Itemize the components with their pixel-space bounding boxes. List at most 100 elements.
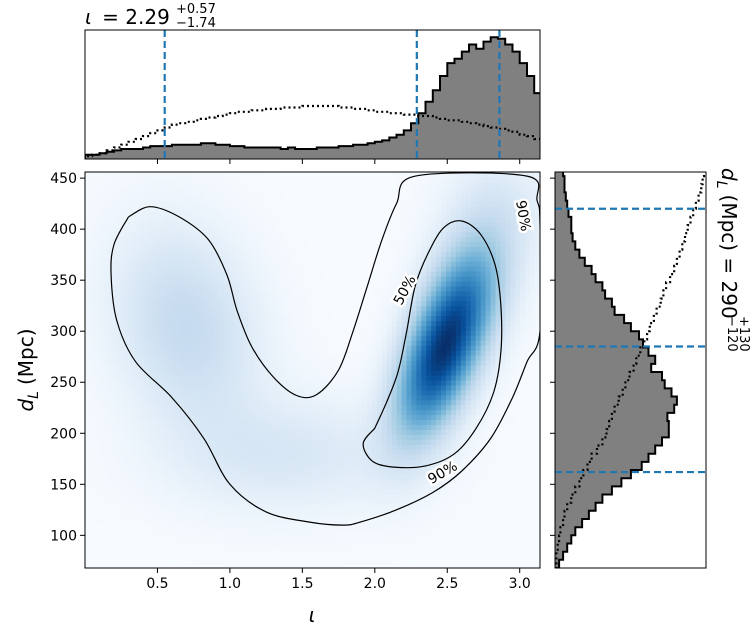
density-cell <box>332 434 338 440</box>
density-cell <box>332 226 338 232</box>
density-cell <box>114 429 121 435</box>
density-cell <box>129 508 136 515</box>
density-cell <box>109 513 116 520</box>
density-cell <box>218 350 225 356</box>
density-cell <box>386 508 393 515</box>
density-cell <box>337 271 343 277</box>
density-cell <box>154 399 160 406</box>
density-cell <box>109 379 116 386</box>
density-cell <box>154 315 160 322</box>
density-cell <box>243 350 249 356</box>
density-cell <box>134 394 141 401</box>
density-cell <box>292 285 299 292</box>
density-cell <box>376 295 383 302</box>
density-cell <box>203 370 210 376</box>
density-cell <box>218 543 225 549</box>
density-cell <box>277 553 284 559</box>
density-cell <box>272 370 279 376</box>
density-cell <box>134 439 141 445</box>
density-cell <box>238 419 244 426</box>
density-cell <box>193 216 200 223</box>
density-cell <box>263 538 269 544</box>
density-cell <box>352 191 358 198</box>
density-cell <box>297 434 304 440</box>
density-cell <box>307 181 314 188</box>
density-cell <box>198 548 205 554</box>
density-cell <box>109 409 116 416</box>
density-cell <box>277 285 284 292</box>
density-cell <box>287 384 294 391</box>
density-cell <box>357 206 363 213</box>
density-cell <box>89 548 96 554</box>
density-cell <box>85 404 91 411</box>
density-cell <box>312 221 319 228</box>
density-cell <box>307 350 314 356</box>
density-cell <box>203 419 210 426</box>
density-cell <box>203 513 210 520</box>
density-cell <box>342 315 348 322</box>
density-cell <box>357 216 363 223</box>
density-cell <box>272 439 279 445</box>
density-cell <box>327 469 333 475</box>
density-cell <box>327 370 333 376</box>
density-cell <box>149 345 155 351</box>
density-cell <box>312 325 319 331</box>
density-cell <box>99 409 106 416</box>
density-cell <box>302 409 309 416</box>
density-cell <box>307 488 314 495</box>
density-cell <box>109 280 116 287</box>
density-cell <box>366 241 373 247</box>
density-cell <box>307 528 314 534</box>
density-cell <box>124 196 131 203</box>
density-cell <box>381 394 388 401</box>
density-cell <box>193 553 200 559</box>
density-cell <box>119 325 126 331</box>
density-cell <box>104 285 111 292</box>
density-cell <box>263 350 269 356</box>
density-cell <box>124 251 131 257</box>
density-cell <box>124 498 131 505</box>
density-cell <box>149 201 155 208</box>
density-cell <box>357 419 363 426</box>
density-cell <box>337 355 343 361</box>
density-cell <box>357 251 363 257</box>
density-cell <box>327 335 333 341</box>
density-cell <box>223 389 230 396</box>
joint-density-plot: 90%50%90% 0.5 1.0 1.5 2.0 2.5 3.0100150200250… <box>50 171 541 592</box>
density-cell <box>381 439 388 445</box>
density-cell <box>253 330 259 336</box>
density-cell <box>342 449 348 455</box>
density-cell <box>104 350 111 356</box>
density-cell <box>104 533 111 539</box>
density-cell <box>134 528 141 534</box>
density-cell <box>228 394 234 401</box>
density-cell <box>376 473 383 480</box>
density-cell <box>258 434 264 440</box>
density-cell <box>253 325 259 331</box>
density-cell <box>174 305 180 312</box>
density-cell <box>317 305 323 312</box>
density-cell <box>342 310 348 317</box>
density-cell <box>337 538 343 544</box>
density-cell <box>178 300 185 307</box>
density-cell <box>361 528 368 534</box>
density-cell <box>386 379 393 386</box>
density-cell <box>312 409 319 416</box>
density-cell <box>144 295 150 302</box>
density-cell <box>347 300 353 307</box>
density-cell <box>223 280 230 287</box>
density-cell <box>109 236 116 242</box>
density-cell <box>317 280 323 287</box>
density-cell <box>159 469 165 475</box>
density-cell <box>114 553 121 559</box>
density-cell <box>183 201 190 208</box>
density-cell <box>218 414 225 421</box>
density-cell <box>188 241 195 247</box>
density-cell <box>89 305 96 312</box>
density-cell <box>139 315 145 322</box>
density-cell <box>248 434 254 440</box>
density-cell <box>342 473 348 480</box>
density-cell <box>203 518 210 525</box>
density-cell <box>243 181 249 188</box>
density-cell <box>109 271 116 277</box>
